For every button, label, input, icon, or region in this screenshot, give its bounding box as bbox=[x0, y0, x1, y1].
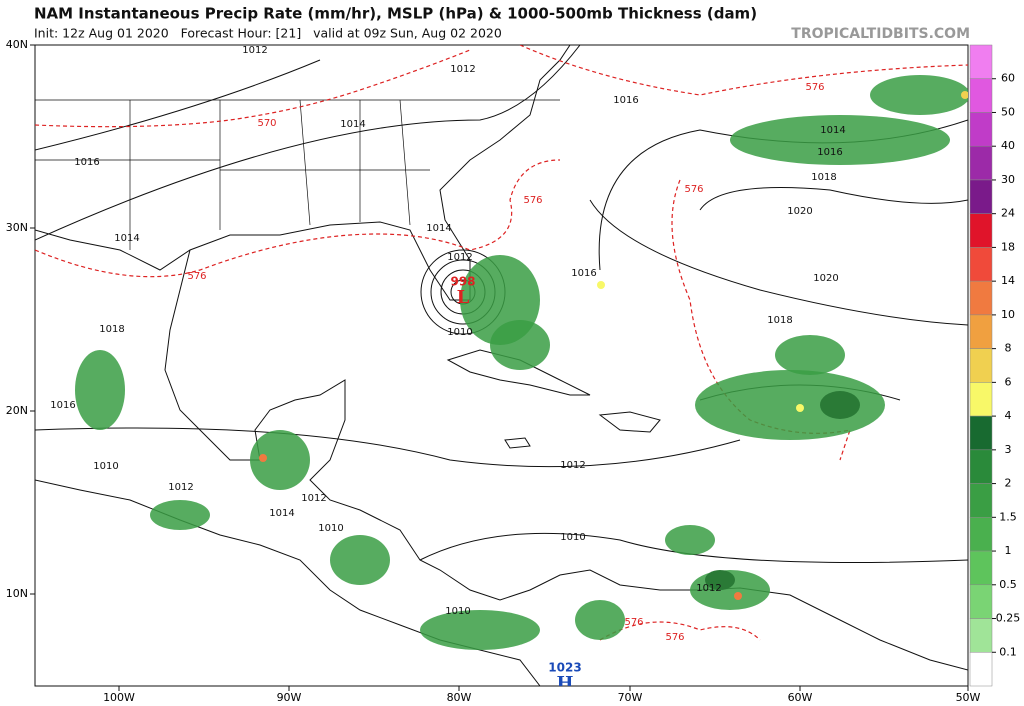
colorbar-label: 0.1 bbox=[999, 645, 1017, 658]
thickness-label: 576 bbox=[187, 271, 206, 282]
isobar-label: 1012 bbox=[447, 252, 472, 263]
colorbar-swatch bbox=[969, 145, 993, 181]
thickness-576 bbox=[35, 45, 968, 641]
colorbar-swatch bbox=[969, 584, 993, 619]
isobar-label: 1016 bbox=[50, 400, 75, 411]
colorbar-label: 60 bbox=[1001, 72, 1015, 85]
colorbar-swatch bbox=[969, 247, 993, 282]
lat-label: 20N bbox=[6, 404, 28, 417]
isobar-label: 1010 bbox=[445, 606, 470, 617]
colorbar-swatch bbox=[969, 449, 993, 484]
lat-label: 10N bbox=[6, 587, 28, 600]
isobar-label: 1010 bbox=[318, 523, 343, 534]
isobar-label: 1012 bbox=[560, 460, 585, 471]
colorbar-label: 50 bbox=[1001, 105, 1015, 118]
thickness-label: 576 bbox=[665, 632, 684, 643]
isobar-label: 1020 bbox=[813, 273, 838, 284]
isobar-label: 1012 bbox=[301, 493, 326, 504]
isobar-label: 1012 bbox=[242, 45, 267, 56]
colorbar-label: 18 bbox=[1001, 240, 1015, 253]
colorbar-swatch bbox=[969, 112, 993, 147]
colorbar-label: 2 bbox=[1005, 477, 1012, 490]
isobar-label: 1018 bbox=[767, 315, 792, 326]
colorbar-label: 40 bbox=[1001, 139, 1015, 152]
lon-label: 70W bbox=[618, 691, 643, 704]
state-borders bbox=[35, 99, 560, 250]
lat-label: 30N bbox=[6, 221, 28, 234]
thickness-label: 576 bbox=[523, 195, 542, 206]
pressure-value: 998 bbox=[450, 275, 475, 289]
pressure-symbol: L bbox=[457, 287, 470, 308]
colorbar-swatch bbox=[969, 44, 993, 79]
isobar-label: 1014 bbox=[820, 125, 845, 136]
isobar bbox=[35, 45, 968, 563]
isobar-label: 1016 bbox=[571, 268, 596, 279]
colorbar-swatch bbox=[969, 314, 993, 349]
colorbar-label: 1 bbox=[1005, 544, 1012, 557]
lon-label: 50W bbox=[956, 691, 981, 704]
colorbar-swatch bbox=[969, 652, 993, 687]
colorbar-label: 4 bbox=[1005, 409, 1012, 422]
colorbar-swatch bbox=[969, 517, 993, 552]
isobar-label: 1014 bbox=[426, 223, 451, 234]
hispaniola bbox=[598, 411, 661, 433]
precip bbox=[75, 75, 968, 650]
colorbar-swatch bbox=[969, 618, 993, 653]
isobar-label: 1012 bbox=[450, 64, 475, 75]
lat-label: 40N bbox=[6, 38, 28, 51]
isobar-label: 1014 bbox=[114, 233, 139, 244]
colorbar-swatch bbox=[969, 348, 993, 383]
colorbar-label: 14 bbox=[1001, 274, 1015, 287]
colorbar-swatch bbox=[969, 179, 993, 214]
thickness-label: 576 bbox=[624, 617, 643, 628]
colorbar-label: 8 bbox=[1005, 342, 1012, 355]
pressure-symbol: H bbox=[556, 673, 573, 694]
jamaica bbox=[504, 437, 531, 449]
colorbar-swatch bbox=[969, 382, 993, 417]
isobar-label: 1010 bbox=[560, 532, 585, 543]
colorbar-label: 3 bbox=[1005, 443, 1012, 456]
coastline bbox=[35, 45, 571, 301]
colorbar-swatch bbox=[969, 415, 993, 451]
colorbar-swatch bbox=[969, 550, 993, 586]
isobar-label: 1012 bbox=[696, 583, 721, 594]
isobar-label: 1012 bbox=[168, 482, 193, 493]
pressure-value: 1023 bbox=[548, 661, 581, 675]
colorbar-label: 0.25 bbox=[996, 612, 1021, 625]
colorbar-label: 0.5 bbox=[999, 578, 1017, 591]
colorbar-swatch bbox=[969, 483, 993, 518]
isobar-label: 1016 bbox=[613, 95, 638, 106]
lon-label: 90W bbox=[277, 691, 302, 704]
colorbar-label: 24 bbox=[1001, 207, 1015, 220]
thickness-label: 570 bbox=[257, 118, 276, 129]
isobar-label: 1016 bbox=[817, 147, 842, 158]
colorbar-label: 10 bbox=[1001, 308, 1015, 321]
colorbar-label: 6 bbox=[1005, 375, 1012, 388]
brand: TROPICALTIDBITS.COM bbox=[791, 26, 970, 42]
isobar-label: 1010 bbox=[93, 461, 118, 472]
isobar-label: 1014 bbox=[269, 508, 294, 519]
isobar-label: 1016 bbox=[74, 157, 99, 168]
lon-label: 80W bbox=[447, 691, 472, 704]
thickness-label: 576 bbox=[805, 82, 824, 93]
colorbar-swatch bbox=[969, 78, 993, 113]
thickness-label: 576 bbox=[684, 184, 703, 195]
isobar-label: 1020 bbox=[787, 206, 812, 217]
isobar-label: 1014 bbox=[340, 119, 365, 130]
title: NAM Instantaneous Precip Rate (mm/hr), M… bbox=[34, 5, 757, 23]
colorbar-label: 1.5 bbox=[999, 510, 1017, 523]
map: 1012 1012 1014 1016 1014 1014 1012 1016 1010 1018… bbox=[34, 44, 969, 694]
subtitle: Init: 12z Aug 01 2020 Forecast Hour: [21… bbox=[34, 26, 502, 41]
colorbar-swatch bbox=[969, 213, 993, 248]
isobar-label: 1018 bbox=[811, 172, 836, 183]
lon-label: 60W bbox=[788, 691, 813, 704]
lon-label: 100W bbox=[103, 691, 135, 704]
thickness-570 bbox=[35, 49, 471, 128]
isobar-label: 1010 bbox=[447, 327, 472, 338]
colorbar-label: 30 bbox=[1001, 173, 1015, 186]
isobar-label: 1018 bbox=[99, 324, 124, 335]
colorbar-swatch bbox=[969, 280, 993, 316]
